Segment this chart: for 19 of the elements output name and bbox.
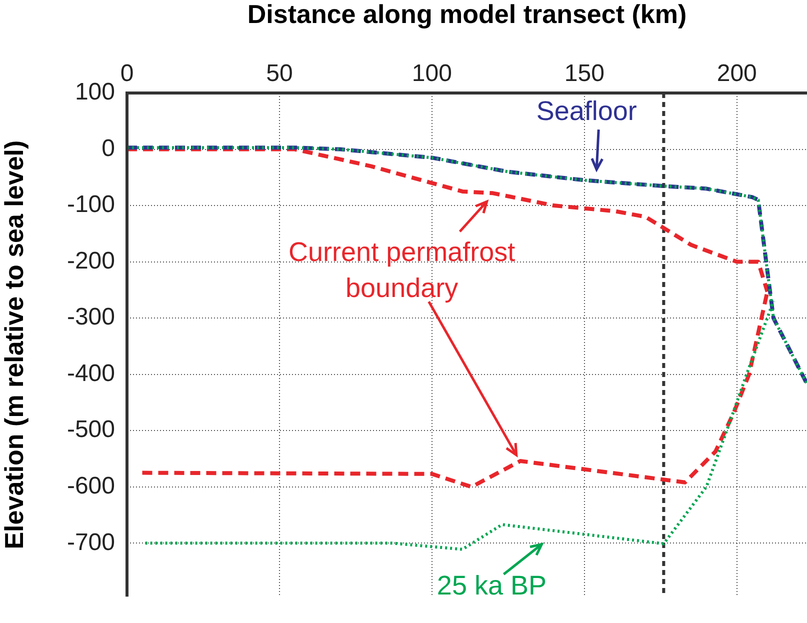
x-tick-label: 200 bbox=[716, 60, 757, 88]
x-tick-label: 0 bbox=[120, 60, 134, 88]
x-tick-label: 150 bbox=[564, 60, 604, 88]
x-tick-label: 100 bbox=[412, 60, 452, 88]
y-tick-label: -400 bbox=[66, 360, 115, 387]
y-tick-label: -300 bbox=[66, 304, 115, 331]
y-tick-label: -700 bbox=[66, 528, 115, 556]
y-axis-title: Elevation (m relative to sea level) bbox=[0, 140, 29, 550]
y-tick-label: -500 bbox=[66, 416, 115, 444]
annotation: Current permafrost boundary bbox=[288, 237, 516, 304]
y-tick-label: 0 bbox=[102, 134, 115, 162]
y-tick-label: -100 bbox=[66, 191, 115, 218]
y-tick-label: -200 bbox=[66, 247, 115, 274]
annotation: 25 ka BP bbox=[436, 570, 546, 601]
y-tick-label: 100 bbox=[74, 78, 115, 106]
y-tick-label: -600 bbox=[66, 472, 115, 500]
x-axis-title: Distance along model transect (km) bbox=[247, 0, 687, 29]
annotation: Seafloor bbox=[536, 96, 637, 126]
x-tick-label: 50 bbox=[266, 60, 293, 88]
